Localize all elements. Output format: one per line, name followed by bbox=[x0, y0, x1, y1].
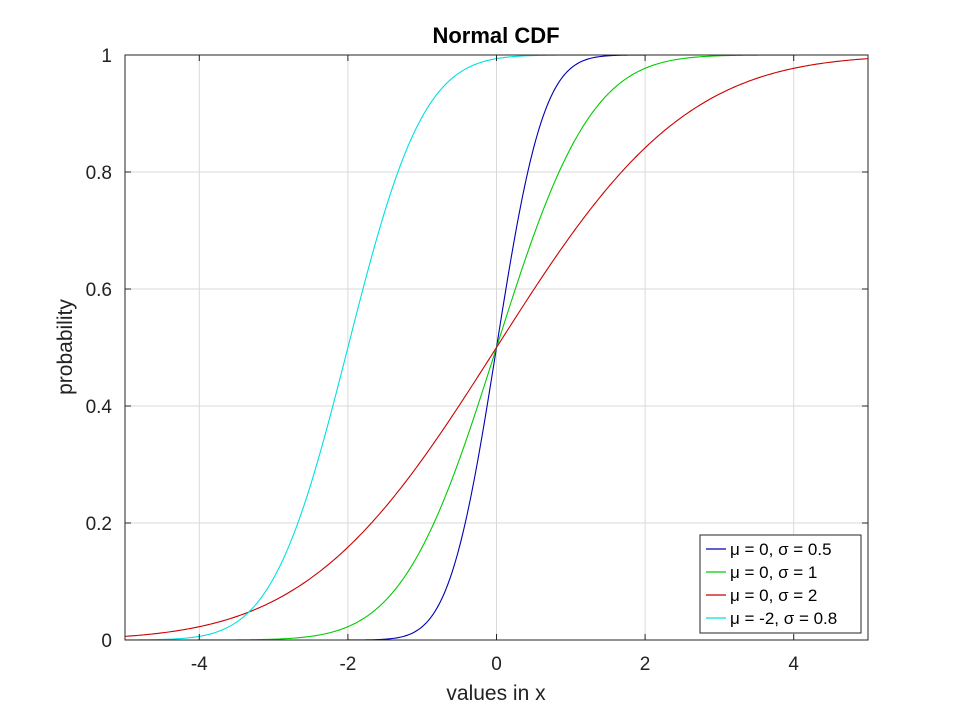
y-tick-label: 0.4 bbox=[86, 397, 113, 418]
legend: μ = 0, σ = 0.5 μ = 0, σ = 1 μ = 0, σ = 2 μ … bbox=[699, 534, 862, 634]
y-tick-label: 1 bbox=[101, 46, 112, 67]
y-tick-label: 0.6 bbox=[86, 280, 112, 301]
legend-label-2: μ = 0, σ = 1 bbox=[730, 563, 817, 582]
legend-label-3: μ = 0, σ = 2 bbox=[730, 586, 817, 605]
legend-label-1: μ = 0, σ = 0.5 bbox=[730, 540, 832, 559]
x-tick-label: 0 bbox=[491, 654, 502, 675]
legend-label-4: μ = -2, σ = 0.8 bbox=[730, 609, 837, 628]
axis-ticks bbox=[125, 54, 868, 641]
y-tick-label: 0 bbox=[101, 631, 112, 652]
y-tick-label: 0.2 bbox=[86, 514, 112, 535]
y-tick-label: 0.8 bbox=[86, 163, 112, 184]
x-tick-label: 2 bbox=[640, 654, 651, 675]
x-axis-label: values in x bbox=[446, 682, 546, 705]
x-tick-label: -2 bbox=[339, 654, 356, 675]
legend-box bbox=[699, 534, 862, 634]
y-axis-label: probability bbox=[54, 299, 77, 395]
x-tick-label: 4 bbox=[788, 654, 799, 675]
chart-title: Normal CDF bbox=[432, 23, 559, 48]
tick-labels: -4 -2 0 2 4 0 0.2 0.4 0.6 0.8 1 bbox=[86, 46, 800, 675]
x-tick-label: -4 bbox=[191, 654, 208, 675]
